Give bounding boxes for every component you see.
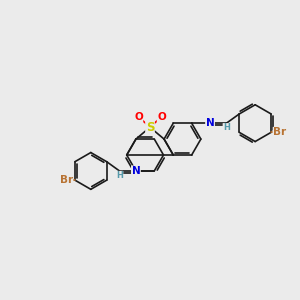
Text: O: O [134,112,143,122]
Text: H: H [116,171,123,180]
Text: Br: Br [273,127,286,137]
Text: N: N [131,166,140,176]
Text: O: O [157,112,166,122]
Text: H: H [223,124,230,133]
Text: Br: Br [60,175,73,185]
Text: N: N [206,118,214,128]
Text: S: S [146,121,154,134]
